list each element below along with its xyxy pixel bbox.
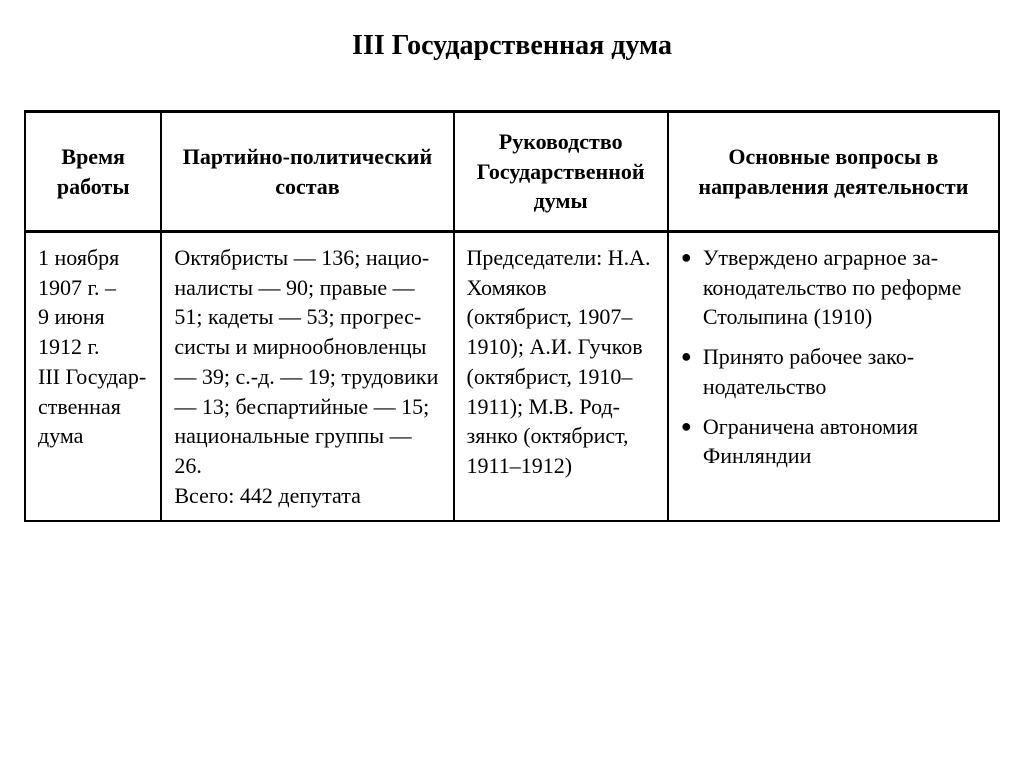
page-title: III Государственная дума: [24, 30, 1000, 62]
cell-leadership: Председатели: Н.А. Хомяков (октябрист, 1…: [454, 232, 668, 522]
table-header-row: Время работы Партийно-политический соста…: [25, 112, 999, 232]
cell-time: 1 ноября 1907 г. –9 июня 1912 г.III Госу…: [25, 232, 161, 522]
header-leadership: Руководство Государственной думы: [454, 112, 668, 232]
list-item: Утверждено аграрное за­конодательство по…: [681, 243, 986, 332]
cell-composition: Октябристы — 136; нацио­налисты — 90; пр…: [161, 232, 453, 522]
header-time: Время работы: [25, 112, 161, 232]
header-issues: Основные вопросы в направления деятельно…: [668, 112, 999, 232]
list-item: Ограничена автономия Финляндии: [681, 412, 986, 471]
cell-issues: Утверждено аграрное за­конодательство по…: [668, 232, 999, 522]
issues-list: Утверждено аграрное за­конодательство по…: [681, 243, 986, 471]
main-table: Время работы Партийно-политический соста…: [24, 110, 1000, 522]
header-composition: Партийно-политический состав: [161, 112, 453, 232]
page-container: III Государственная дума Время работы Па…: [0, 0, 1024, 542]
table-row: 1 ноября 1907 г. –9 июня 1912 г.III Госу…: [25, 232, 999, 522]
list-item: Принято рабочее зако­нодательство: [681, 342, 986, 401]
